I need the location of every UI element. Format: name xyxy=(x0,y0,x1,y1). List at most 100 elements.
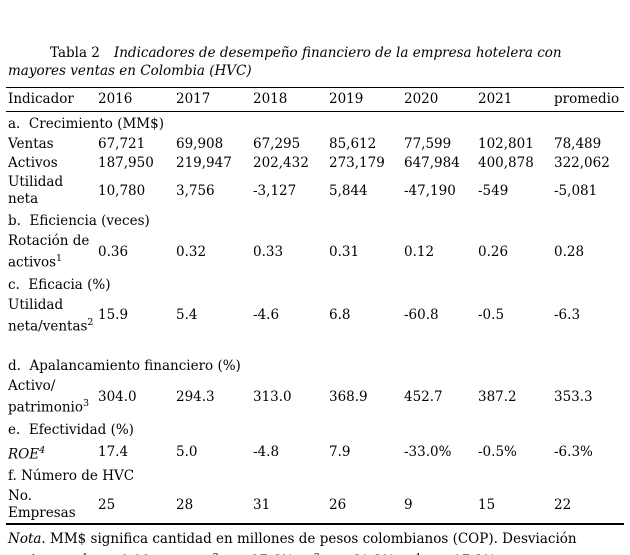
section-row: b. Eficiencia (veces) xyxy=(6,209,624,232)
value-cell: 0.33 xyxy=(253,243,284,260)
value-cell: 0.26 xyxy=(478,243,509,260)
column-header-promedio: promedio xyxy=(552,87,624,112)
value-cell: 5,844 xyxy=(329,182,368,199)
table-title: Tabla 2 Indicadores de desempeño financie… xyxy=(8,44,622,80)
value-cell: -5,081 xyxy=(554,182,598,199)
section-header: e. Efectividad (%) xyxy=(8,421,134,438)
value-cell: -33.0% xyxy=(404,443,452,460)
value-cell: 6.8 xyxy=(329,307,351,324)
value-cell: 7.9 xyxy=(329,443,351,460)
table-number: Tabla 2 xyxy=(50,45,100,61)
row-label: ROE4 xyxy=(8,444,46,463)
value-cell: -6.3% xyxy=(554,443,593,460)
value-cell: 294.3 xyxy=(176,388,215,405)
table-row: Utilidad neta 10,780 3,756 -3,127 5,844 -47,1… xyxy=(6,173,624,209)
value-cell: 3,756 xyxy=(176,182,215,199)
section-header: a. Crecimiento (MM$) xyxy=(8,116,164,132)
financial-indicators-table: Indicador 2016 2017 2018 2019 2020 2021 … xyxy=(6,87,624,525)
value-cell: 28 xyxy=(176,496,194,513)
row-label: No. Empresas xyxy=(8,488,76,521)
note-label: Nota. xyxy=(8,531,46,547)
value-cell: -4.8 xyxy=(253,443,280,460)
row-label: Utilidad neta xyxy=(8,174,64,207)
row-label: Utilidad neta/ventas2 xyxy=(8,296,94,335)
section-row: a. Crecimiento (MM$) xyxy=(6,112,624,136)
value-cell: 15 xyxy=(478,496,496,513)
value-cell: 368.9 xyxy=(329,388,368,405)
value-cell: 25 xyxy=(98,496,116,513)
table-row: No. Empresas 25 28 31 26 9 15 22 xyxy=(6,487,624,524)
sigma-1: 1σ = 0.09 veces xyxy=(82,552,193,555)
value-cell: 353.3 xyxy=(554,388,593,405)
column-header-2021: 2021 xyxy=(476,87,552,112)
footnote-marker-4: 4 xyxy=(415,552,421,555)
value-cell: 304.0 xyxy=(98,388,137,405)
column-header-indicador: Indicador xyxy=(6,87,96,112)
value-cell: 10,780 xyxy=(98,182,146,199)
value-cell: -6.3 xyxy=(554,307,581,324)
section-header: d. Apalancamiento financiero (%) xyxy=(8,358,241,374)
row-label: Activo/ patrimonio3 xyxy=(8,378,90,416)
column-header-2018: 2018 xyxy=(251,87,327,112)
section-row: c. Eficacia (%) xyxy=(6,273,624,296)
value-cell: 102,801 xyxy=(478,136,534,152)
column-header-2019: 2019 xyxy=(327,87,402,112)
value-cell: 31 xyxy=(253,496,271,513)
value-cell: 202,432 xyxy=(253,155,309,171)
header-row: Indicador 2016 2017 2018 2019 2020 2021 … xyxy=(6,87,624,112)
value-cell: 0.28 xyxy=(554,243,585,260)
footnote-marker: 3 xyxy=(82,398,90,409)
table-row: Activo/ patrimonio3 304.0 294.3 313.0 368.9 4… xyxy=(6,377,624,418)
column-header-2017: 2017 xyxy=(174,87,251,112)
value-cell: -0.5 xyxy=(478,307,505,324)
sigma-2: 2σ = 27.6% xyxy=(213,552,294,555)
value-cell: 400,878 xyxy=(478,155,534,171)
value-cell: 322,062 xyxy=(554,155,610,171)
value-cell: 647,984 xyxy=(404,155,460,171)
value-cell: 69,908 xyxy=(176,136,224,152)
sigma-4: 4σ = 17.3% xyxy=(415,552,496,555)
section-row: d. Apalancamiento financiero (%) xyxy=(6,336,624,377)
table-row: Utilidad neta/ventas2 15.9 5.4 -4.6 6.8 -60.8… xyxy=(6,296,624,337)
value-cell: 67,721 xyxy=(98,136,146,152)
sigma-1-value: σ = 0.09 veces xyxy=(91,553,193,555)
column-header-2020: 2020 xyxy=(402,87,476,112)
value-cell: 5.0 xyxy=(176,443,198,460)
footnote-marker: 2 xyxy=(87,316,94,328)
value-cell: 0.32 xyxy=(176,243,207,260)
value-cell: 313.0 xyxy=(253,388,292,405)
value-cell: 78,489 xyxy=(554,136,602,152)
section-header: c. Eficacia (%) xyxy=(8,276,111,293)
row-label: Ventas xyxy=(8,136,54,152)
footnote-marker-3: 3 xyxy=(314,552,320,555)
section-row: f. Número de HVC xyxy=(6,464,624,487)
sigma-3-value: σ = 61.3% xyxy=(323,553,395,555)
value-cell: 5.4 xyxy=(176,307,198,324)
footnote-marker-2: 2 xyxy=(213,552,219,555)
sigma-3: 3σ = 61.3% xyxy=(314,552,395,555)
value-cell: -60.8 xyxy=(404,307,439,324)
section-row: e. Efectividad (%) xyxy=(6,418,624,441)
value-cell: 26 xyxy=(329,496,347,513)
value-cell: -4.6 xyxy=(253,307,280,324)
value-cell: 0.31 xyxy=(329,243,360,260)
sigma-4-value: σ = 17.3% xyxy=(424,553,496,555)
table-body: a. Crecimiento (MM$) Ventas 67,721 69,908 67… xyxy=(6,112,624,525)
row-label: Rotación de activos1 xyxy=(8,233,90,271)
value-cell: 17.4 xyxy=(98,443,129,460)
value-cell: -549 xyxy=(478,182,509,199)
table-row: Ventas 67,721 69,908 67,295 85,612 77,599 102,… xyxy=(6,135,624,154)
value-cell: -3,127 xyxy=(253,182,297,199)
value-cell: 77,599 xyxy=(404,136,452,152)
value-cell: 22 xyxy=(554,496,572,513)
section-header: b. Eficiencia (veces) xyxy=(8,213,150,229)
source-prefix: Fuente: Elaboración propia, con informac… xyxy=(8,553,564,555)
table-caption: Indicadores de desempeño financiero de l… xyxy=(8,45,562,79)
table-row: ROE4 17.4 5.0 -4.8 7.9 -33.0% -0.5% -6.3% xyxy=(6,441,624,465)
value-cell: 273,179 xyxy=(329,155,385,171)
table-row: Rotación de activos1 0.36 0.32 0.33 0.31 0.12… xyxy=(6,232,624,273)
value-cell: 387.2 xyxy=(478,388,517,405)
value-cell: 452.7 xyxy=(404,388,443,405)
table-row: Activos 187,950 219,947 202,432 273,179 647,9… xyxy=(6,154,624,173)
